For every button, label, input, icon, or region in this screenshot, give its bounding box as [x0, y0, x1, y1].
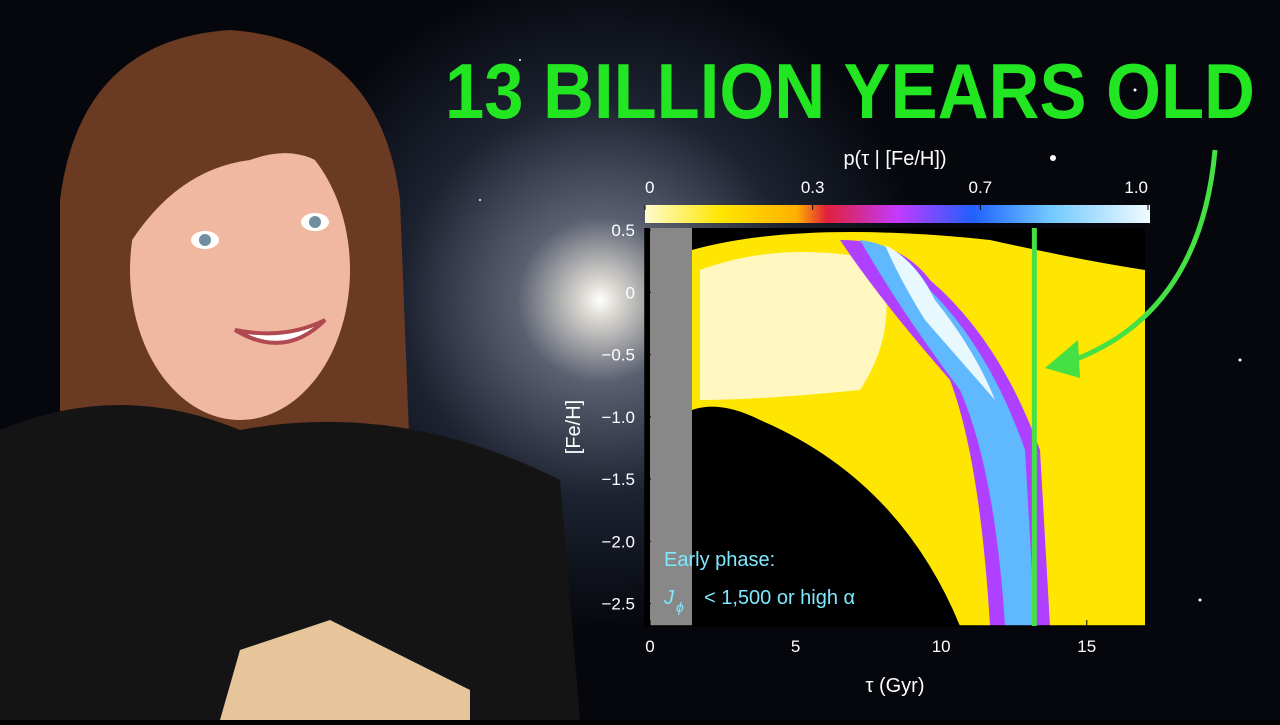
colorbar-label: p(τ | [Fe/H]): [843, 148, 946, 170]
annotation-subscript: ϕ: [676, 599, 684, 615]
stars: [479, 59, 1242, 602]
colorbar-tick-label: 0.7: [969, 178, 993, 197]
x-axis-label: τ (Gyr): [866, 675, 925, 697]
headline: 13 BILLION YEARS OLD: [445, 47, 1255, 135]
arrow-head: [1045, 340, 1080, 378]
y-tick-label: 0: [626, 283, 635, 302]
heatmap: [645, 228, 1145, 626]
x-tick-label: 10: [932, 637, 951, 656]
y-tick-label: −1.5: [601, 470, 635, 489]
annotation: Early phase:: [664, 549, 775, 571]
colorbar-tick-label: 0: [645, 178, 654, 197]
y-tick-label: −2.0: [601, 532, 635, 551]
annotation-symbol: J: [663, 587, 675, 609]
x-tick-label: 5: [791, 637, 800, 656]
colorbar-tick-label: 0.3: [801, 178, 825, 197]
colorbar: [645, 205, 1150, 223]
colorbar-tick-label: 1.0: [1124, 178, 1148, 197]
annotation: < 1,500 or high α: [704, 587, 855, 609]
y-tick-label: −1.0: [601, 408, 635, 427]
x-tick-label: 0: [645, 637, 654, 656]
arrow: [1059, 149, 1218, 368]
x-tick-label: 15: [1077, 637, 1096, 656]
presenter: [0, 30, 580, 720]
axes: [644, 228, 1145, 627]
y-tick-label: −2.5: [601, 595, 635, 614]
y-tick-label: 0.5: [611, 221, 635, 240]
y-axis-label: [Fe/H]: [563, 400, 585, 454]
y-tick-label: −0.5: [601, 346, 635, 365]
